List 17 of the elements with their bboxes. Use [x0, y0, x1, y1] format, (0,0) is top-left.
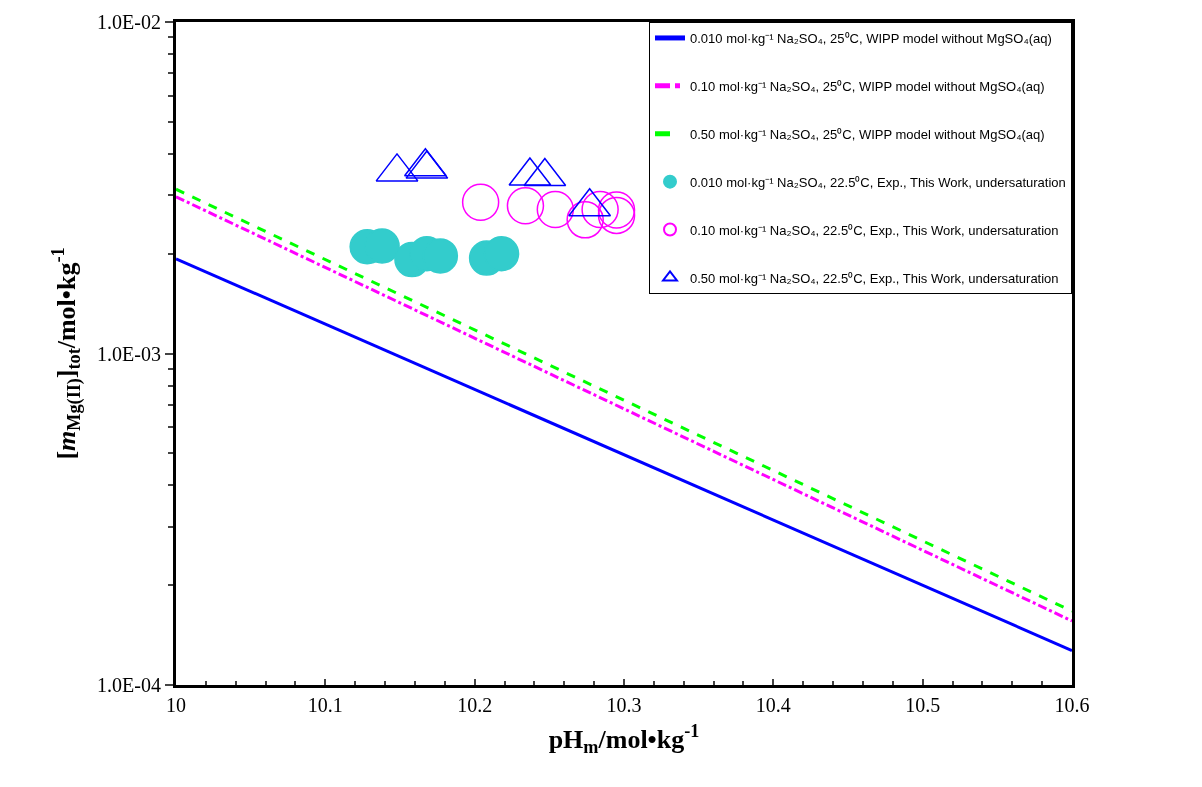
- legend-label: 0.50 mol·kg⁻¹ Na₂SO₄, 25⁰C, WIPP model without MgSO₄(aq): [690, 126, 1045, 142]
- legend-label: 0.010 mol·kg⁻¹ Na₂SO₄, 25⁰C, WIPP model without MgSO₄(aq): [690, 31, 1052, 47]
- x-tick-label: 10.2: [457, 694, 493, 716]
- y-tick-label: 1.0E-02: [97, 11, 161, 33]
- legend-label: 0.10 mol·kg⁻¹ Na₂SO₄, 22.5⁰C, Exp., This Work, undersaturation: [690, 222, 1059, 238]
- x-tick-label: 10: [166, 694, 186, 716]
- x-tick-label: 10.1: [307, 694, 343, 716]
- x-tick-label: 10.5: [905, 694, 941, 716]
- legend-label: 0.50 mol·kg⁻¹ Na₂SO₄, 22.5⁰C, Exp., This Work, undersaturation: [690, 270, 1059, 286]
- legend-label: 0.010 mol·kg⁻¹ Na₂SO₄, 22.5⁰C, Exp., This Work, undersaturation: [690, 174, 1066, 190]
- x-tick-label: 10.6: [1054, 694, 1090, 716]
- legend-label: 0.10 mol·kg⁻¹ Na₂SO₄, 25⁰C, WIPP model without MgSO₄(aq): [690, 78, 1045, 94]
- y-tick-label: 1.0E-04: [97, 674, 161, 696]
- y-tick-label: 1.0E-03: [97, 342, 161, 365]
- x-tick-label: 10.4: [755, 694, 791, 716]
- x-tick-label: 10.3: [606, 694, 642, 716]
- x-axis-title: pH$_{m}$/mol•kg$^{-1}$: [548, 720, 700, 758]
